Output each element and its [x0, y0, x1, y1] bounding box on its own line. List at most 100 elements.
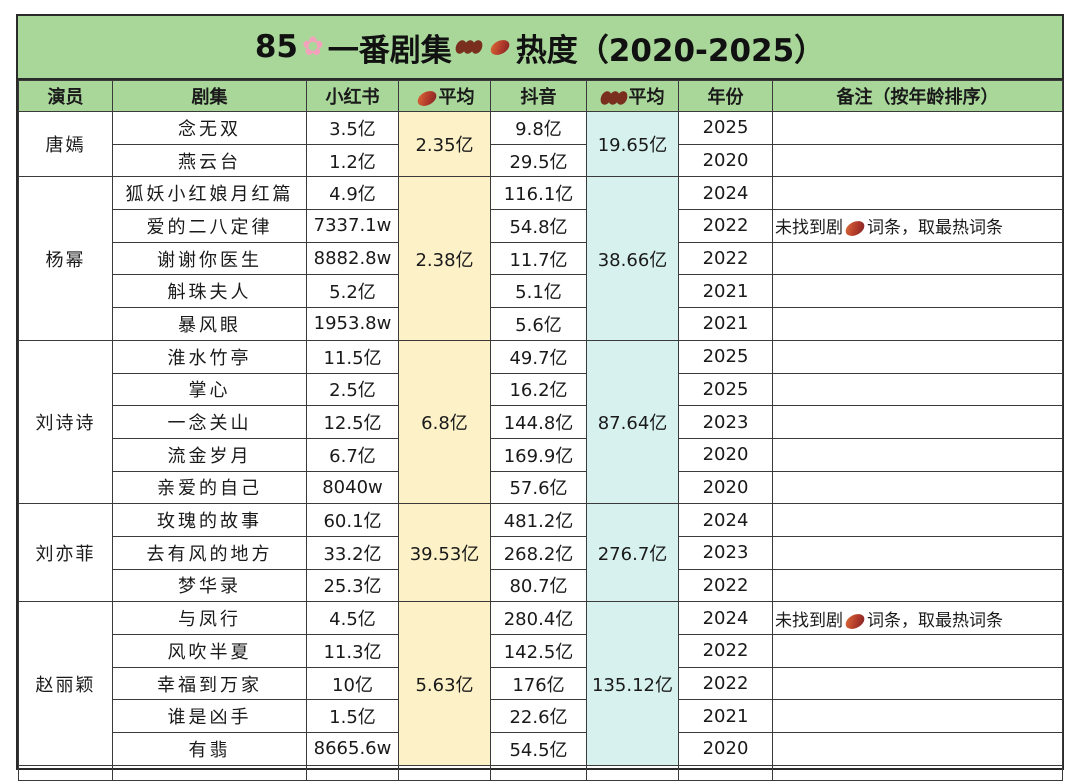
- xhs-value-cell: 8665.6w: [306, 732, 399, 766]
- beans-icon: [598, 89, 629, 107]
- xhs-value-cell: 8882.8w: [306, 241, 399, 276]
- note-text-before: 未找到剧: [775, 218, 843, 239]
- notes-cell: [772, 699, 1063, 734]
- cherry-blossom-icon: ✿: [301, 32, 324, 62]
- douyin-value-cell: 5.6亿: [490, 307, 587, 341]
- sweet-potato-icon: [414, 87, 439, 109]
- douyin-average-cell: 276.7亿: [586, 503, 679, 603]
- year-cell: 2021: [678, 307, 773, 341]
- notes-cell: 未找到剧 词条，取最热词条: [772, 209, 1063, 243]
- notes-cell: [772, 503, 1063, 537]
- drama-title-cell: 去有风的地方: [112, 535, 307, 570]
- year-cell: 2022: [678, 634, 773, 668]
- year-cell: 2023: [678, 405, 773, 439]
- notes-cell: [772, 372, 1063, 407]
- year-cell: 2024: [678, 601, 773, 635]
- year-cell: 2022: [678, 209, 773, 243]
- drama-title-cell: 玫瑰的故事: [112, 503, 307, 537]
- year-cell: 2020: [678, 732, 773, 766]
- notes-cell: [772, 111, 1063, 145]
- table-row: 流金岁月 6.7亿 169.9亿 2020: [19, 437, 1063, 472]
- xhs-value-cell: 10亿: [306, 666, 399, 701]
- notes-cell: [772, 634, 1063, 668]
- xhs-value-cell: 4.9亿: [306, 176, 399, 211]
- douyin-value-cell: 142.5亿: [490, 634, 587, 668]
- ranking-table-sheet: 85 ✿ 一番剧集 热度（2020-2025） 演员 剧集 小红书 平均 抖音 …: [16, 14, 1064, 781]
- drama-title-cell: 梦华录: [112, 568, 307, 603]
- table-row: 幸福到万家 10亿 176亿 2022: [19, 666, 1063, 701]
- douyin-value-cell: 57.6亿: [490, 470, 587, 505]
- douyin-value-cell: 49.7亿: [490, 339, 587, 374]
- data-table: 演员 剧集 小红书 平均 抖音 平均 年份 备注（按年龄排序） 唐嫣 念无双 3.5…: [18, 80, 1063, 781]
- xhs-value-cell: 8040w: [306, 470, 399, 505]
- year-cell: 2021: [678, 699, 773, 734]
- notes-cell: [772, 405, 1063, 439]
- table-row: 杨幂 狐妖小红娘月红篇 4.9亿 2.38亿 116.1亿 38.66亿 2024: [18, 176, 1063, 341]
- drama-title-cell: 掌心: [112, 372, 307, 407]
- xhs-average-cell: 6.8亿: [398, 339, 491, 505]
- title-prefix: 85: [254, 29, 298, 65]
- table-row: 谁是凶手 1.5亿 22.6亿 2021: [19, 699, 1063, 734]
- drama-title-cell: 狐妖小红娘月红篇: [112, 176, 307, 211]
- header-dy-avg: 平均: [586, 80, 679, 112]
- drama-title-cell: 谢谢你医生: [112, 241, 307, 276]
- year-cell: 2025: [678, 339, 773, 374]
- drama-title-cell: 淮水竹亭: [112, 339, 307, 374]
- drama-title-cell: 暴风眼: [112, 307, 307, 341]
- notes-cell: [772, 666, 1063, 701]
- table-row: 刘亦菲 玫瑰的故事 60.1亿 39.53亿 481.2亿 276.7亿 2024: [18, 503, 1063, 603]
- empty-cell: [490, 764, 587, 781]
- empty-cell: [772, 764, 1063, 781]
- douyin-value-cell: 481.2亿: [490, 503, 587, 537]
- table-row: 暴风眼 1953.8w 5.6亿 2021: [19, 307, 1063, 341]
- douyin-value-cell: 5.1亿: [490, 274, 587, 309]
- xhs-value-cell: 1.2亿: [306, 143, 399, 178]
- douyin-average-cell: 87.64亿: [586, 339, 679, 505]
- table-row: 梦华录 25.3亿 80.7亿 2022: [19, 568, 1063, 603]
- year-cell: 2022: [678, 241, 773, 276]
- notes-cell: [772, 274, 1063, 309]
- douyin-value-cell: 29.5亿: [490, 143, 587, 178]
- actor-name-cell: 唐嫣: [18, 110, 113, 178]
- notes-cell: [772, 143, 1063, 178]
- xhs-average-cell: 5.63亿: [398, 601, 491, 766]
- xhs-value-cell: 5.2亿: [306, 274, 399, 309]
- drama-title-cell: 谁是凶手: [112, 699, 307, 734]
- drama-title-cell: 幸福到万家: [112, 666, 307, 701]
- sweet-potato-icon: [843, 610, 867, 632]
- xhs-value-cell: 60.1亿: [306, 503, 399, 537]
- table-row: 风吹半夏 11.3亿 142.5亿 2022: [19, 634, 1063, 668]
- year-cell: 2020: [678, 470, 773, 505]
- table-row: 亲爱的自己 8040w 57.6亿 2020: [19, 470, 1063, 505]
- year-cell: 2025: [678, 111, 773, 145]
- drama-title-cell: 一念关山: [112, 405, 307, 439]
- drama-title-cell: 有翡: [112, 732, 307, 766]
- table-row: 刘诗诗 淮水竹亭 11.5亿 6.8亿 49.7亿 87.64亿 2025: [18, 339, 1063, 505]
- xhs-value-cell: 11.5亿: [306, 339, 399, 374]
- year-cell: 2020: [678, 437, 773, 472]
- year-cell: 2024: [678, 503, 773, 537]
- table-row: 掌心 2.5亿 16.2亿 2025: [19, 372, 1063, 407]
- douyin-value-cell: 116.1亿: [490, 176, 587, 211]
- douyin-value-cell: 9.8亿: [490, 111, 587, 145]
- notes-cell: [772, 437, 1063, 472]
- xhs-value-cell: 25.3亿: [306, 568, 399, 603]
- douyin-value-cell: 54.5亿: [490, 732, 587, 766]
- xhs-value-cell: 33.2亿: [306, 535, 399, 570]
- actor-name-cell: 刘诗诗: [18, 339, 113, 505]
- xhs-value-cell: 6.7亿: [306, 437, 399, 472]
- year-cell: 2022: [678, 568, 773, 603]
- table-row: 谢谢你医生 8882.8w 11.7亿 2022: [19, 241, 1063, 276]
- header-notes: 备注（按年龄排序）: [772, 80, 1063, 112]
- actor-name-cell: 杨幂: [18, 176, 113, 341]
- douyin-average-cell: 19.65亿: [586, 110, 679, 178]
- note-text-before: 未找到剧: [775, 610, 843, 631]
- douyin-value-cell: 16.2亿: [490, 372, 587, 407]
- douyin-value-cell: 54.8亿: [490, 209, 587, 243]
- empty-cell: [678, 764, 773, 781]
- year-cell: 2023: [678, 535, 773, 570]
- empty-cell: [586, 764, 679, 781]
- note-text-after: 词条，取最热词条: [867, 218, 1003, 239]
- table-row: 赵丽颖 与凤行 4.5亿 5.63亿 280.4亿 135.12亿 2024 未找到剧 词条，取…: [18, 601, 1063, 766]
- table-row: 斛珠夫人 5.2亿 5.1亿 2021: [19, 274, 1063, 309]
